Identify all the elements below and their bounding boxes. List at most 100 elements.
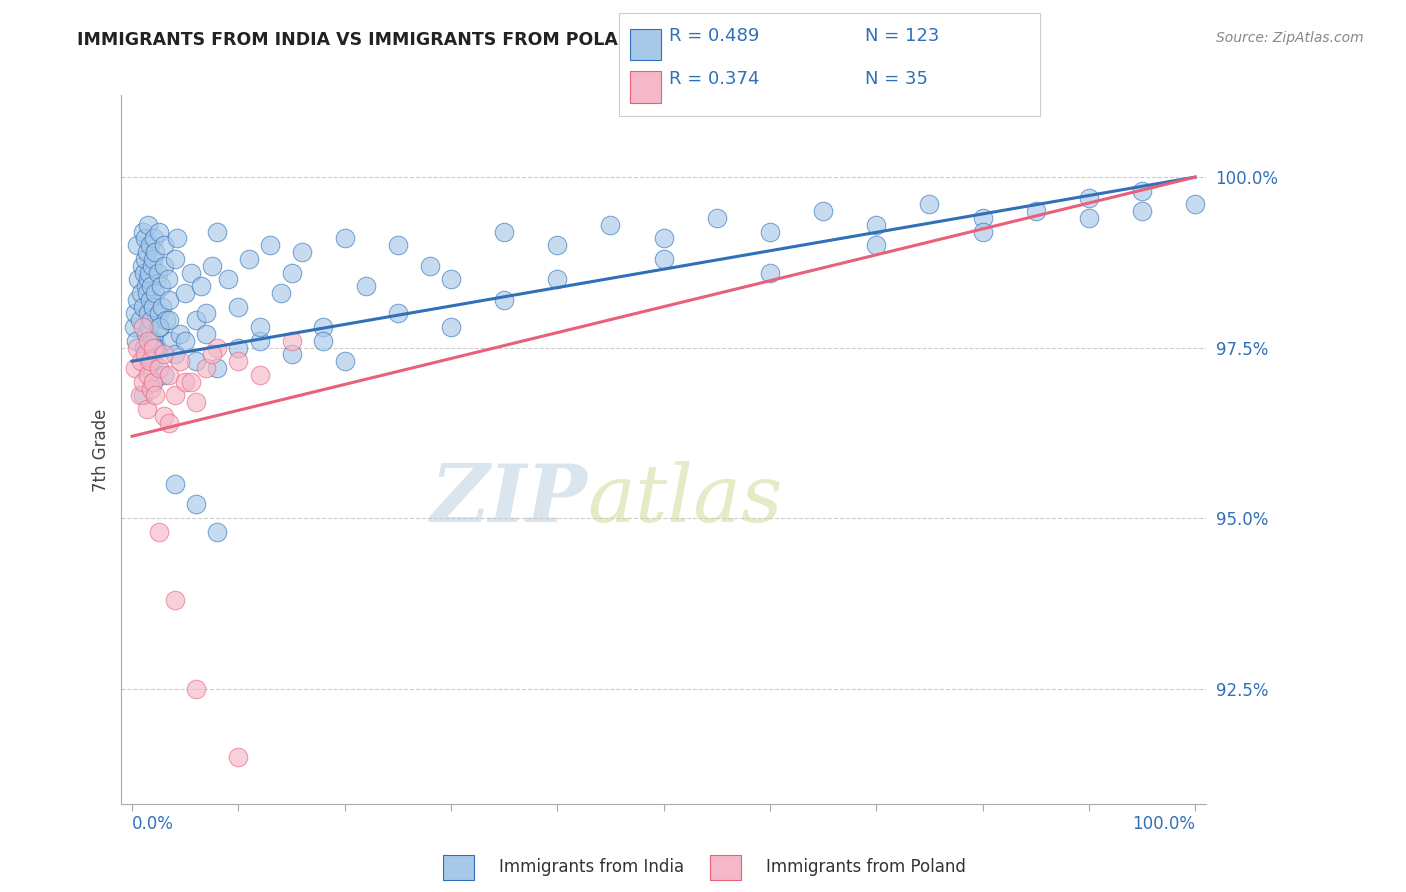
Point — [142, 252, 165, 266]
Point — [131, 225, 153, 239]
Point — [546, 238, 568, 252]
Text: IMMIGRANTS FROM INDIA VS IMMIGRANTS FROM POLAND 7TH GRADE CORRELATION CHART: IMMIGRANTS FROM INDIA VS IMMIGRANTS FROM… — [77, 31, 980, 49]
Point — [157, 293, 180, 307]
Point — [139, 293, 162, 307]
Point — [205, 524, 228, 539]
Point — [136, 334, 159, 348]
Point — [143, 334, 166, 348]
Point — [865, 238, 887, 252]
Point — [811, 204, 834, 219]
Point — [184, 681, 207, 696]
Text: ZIP: ZIP — [430, 461, 588, 538]
Point — [190, 279, 212, 293]
Point — [134, 252, 156, 266]
Point — [249, 320, 271, 334]
Point — [174, 286, 197, 301]
Point — [157, 368, 180, 382]
Point — [135, 347, 157, 361]
Point — [163, 388, 186, 402]
Point — [136, 401, 159, 416]
Point — [1130, 184, 1153, 198]
Point — [132, 266, 155, 280]
Point — [238, 252, 260, 266]
Point — [1025, 204, 1047, 219]
Point — [124, 361, 146, 376]
Text: R = 0.489: R = 0.489 — [669, 27, 759, 45]
Point — [195, 361, 218, 376]
Point — [195, 306, 218, 320]
Point — [153, 409, 176, 423]
Point — [205, 361, 228, 376]
Point — [759, 266, 782, 280]
Point — [141, 259, 163, 273]
Point — [157, 313, 180, 327]
Point — [228, 749, 250, 764]
Point — [249, 334, 271, 348]
Point — [1077, 190, 1099, 204]
Point — [169, 326, 191, 341]
Point — [419, 259, 441, 273]
Point — [141, 382, 163, 396]
Point — [918, 197, 941, 211]
Point — [184, 498, 207, 512]
Point — [141, 313, 163, 327]
Point — [1184, 197, 1206, 211]
Point — [546, 272, 568, 286]
Point — [180, 266, 202, 280]
Point — [972, 225, 994, 239]
Point — [205, 341, 228, 355]
Point — [136, 306, 159, 320]
Point — [169, 354, 191, 368]
Point — [136, 361, 159, 376]
Point — [146, 266, 169, 280]
Point — [249, 368, 271, 382]
Point — [145, 341, 167, 355]
Point — [127, 272, 149, 286]
Point — [759, 225, 782, 239]
Point — [228, 354, 250, 368]
Point — [865, 218, 887, 232]
Point — [127, 238, 149, 252]
Text: Immigrants from India: Immigrants from India — [499, 858, 685, 876]
Text: Immigrants from Poland: Immigrants from Poland — [766, 858, 966, 876]
Point — [148, 320, 170, 334]
Point — [972, 211, 994, 225]
Point — [163, 477, 186, 491]
Point — [135, 279, 157, 293]
Point — [142, 375, 165, 389]
Point — [180, 375, 202, 389]
Point — [136, 368, 159, 382]
Point — [155, 313, 177, 327]
Point — [354, 279, 377, 293]
Point — [228, 341, 250, 355]
Point — [124, 306, 146, 320]
Point — [280, 334, 302, 348]
Point — [440, 272, 463, 286]
Point — [134, 231, 156, 245]
Point — [148, 306, 170, 320]
Point — [228, 300, 250, 314]
Point — [145, 286, 167, 301]
Point — [131, 388, 153, 402]
Point — [259, 238, 281, 252]
Point — [129, 354, 152, 368]
Point — [148, 225, 170, 239]
Text: N = 123: N = 123 — [865, 27, 939, 45]
Point — [143, 231, 166, 245]
Point — [291, 245, 314, 260]
Point — [139, 238, 162, 252]
Point — [134, 347, 156, 361]
Point — [145, 388, 167, 402]
Point — [153, 238, 176, 252]
Point — [153, 347, 176, 361]
Text: 0.0%: 0.0% — [132, 814, 174, 833]
Point — [142, 300, 165, 314]
Y-axis label: 7th Grade: 7th Grade — [93, 409, 110, 491]
Point — [599, 218, 621, 232]
Point — [195, 326, 218, 341]
Point — [127, 341, 149, 355]
Point — [125, 334, 148, 348]
Point — [205, 225, 228, 239]
Point — [494, 293, 516, 307]
Point — [148, 361, 170, 376]
